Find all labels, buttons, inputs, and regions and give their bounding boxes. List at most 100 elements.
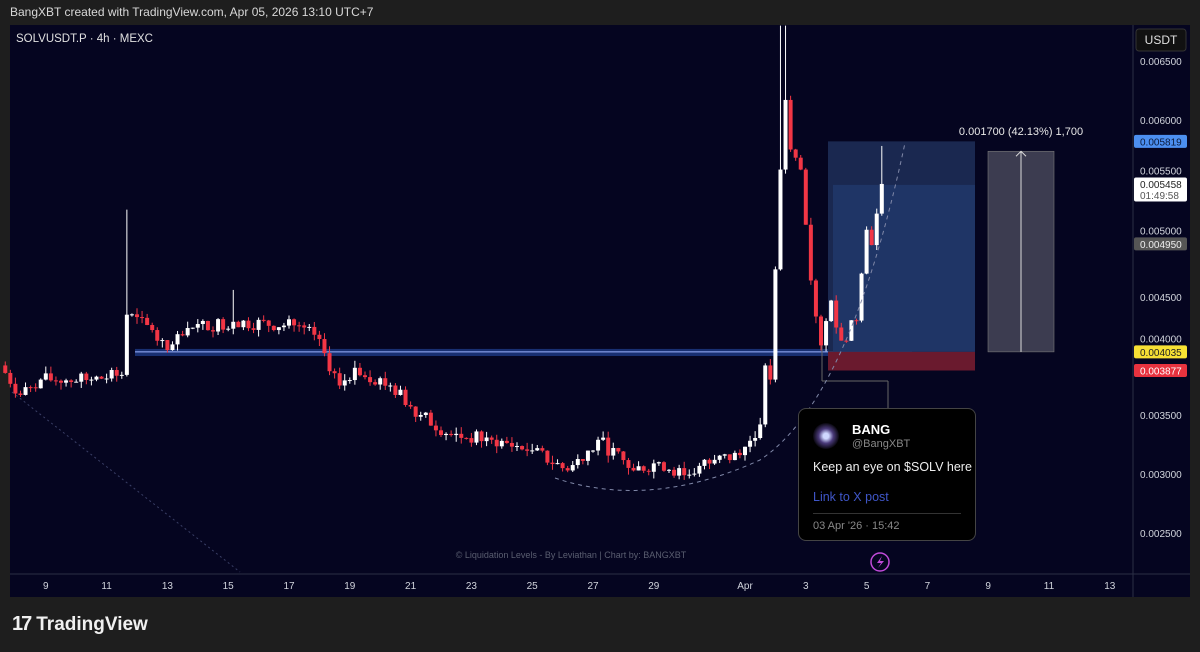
candle-bearish	[545, 450, 550, 463]
candle-bearish	[135, 314, 139, 318]
tweet-author: BANG	[852, 422, 891, 437]
candle-bearish	[540, 448, 545, 451]
candle-bullish	[109, 370, 114, 379]
candle-bullish	[515, 446, 519, 448]
price-label-badge	[1134, 177, 1187, 202]
measure-label: 0.001700 (42.13%) 1,700	[959, 126, 1083, 138]
candle-bearish	[525, 449, 530, 451]
tweet-link[interactable]: Link to X post	[813, 490, 889, 504]
candle-bullish	[535, 448, 540, 451]
candle-bullish	[753, 438, 758, 441]
candle-bearish	[844, 340, 849, 342]
candle-bullish	[748, 440, 753, 447]
candle-bullish	[778, 169, 783, 270]
candle-bearish	[808, 224, 813, 281]
x-tick-label: 25	[527, 581, 539, 592]
candle-bearish	[489, 437, 494, 440]
candle-bullish	[575, 459, 580, 466]
y-tick-label: 0.003000	[1140, 470, 1182, 481]
y-tick-label: 0.004500	[1140, 293, 1182, 304]
tweet-card[interactable]: BANG @BangXBT Keep an eye on $SOLV here …	[798, 408, 976, 541]
candle-bearish	[261, 319, 266, 321]
y-tick-label: 0.005500	[1140, 166, 1182, 177]
candle-bearish	[28, 387, 33, 389]
candle-bullish	[287, 319, 291, 326]
avatar	[813, 423, 839, 449]
candle-bearish	[464, 437, 469, 439]
candle-bullish	[687, 474, 692, 476]
tweet-handle: @BangXBT	[852, 438, 911, 450]
candle-bearish	[140, 317, 145, 319]
y-tick-label: 0.006000	[1140, 116, 1182, 127]
candle-bearish	[626, 460, 631, 468]
rounding-bottom-curve[interactable]	[554, 142, 906, 491]
candle-bullish	[342, 380, 347, 386]
candle-bearish	[322, 339, 327, 354]
candle-bearish	[205, 320, 210, 331]
candle-bullish	[423, 412, 428, 415]
candle-bullish	[722, 454, 727, 456]
candle-bullish	[783, 99, 788, 170]
candle-bearish	[550, 462, 555, 465]
candle-bearish	[459, 433, 464, 438]
candle-bearish	[266, 320, 271, 326]
countdown-label: 01:49:58	[1140, 191, 1179, 202]
candle-bearish	[661, 462, 666, 471]
candle-bullish	[74, 381, 79, 383]
candle-bearish	[606, 437, 611, 456]
candle-bullish	[849, 320, 854, 341]
candle-bullish	[763, 365, 768, 425]
candle-bearish	[69, 380, 74, 383]
candle-bearish	[565, 468, 570, 471]
tradingview-brand[interactable]: 17 TradingView	[12, 613, 148, 636]
candle-bullish	[874, 213, 879, 246]
candle-bullish	[702, 459, 707, 466]
price-label-value: 0.005819	[1140, 137, 1182, 148]
candle-bullish	[743, 446, 747, 456]
candle-bearish	[211, 330, 215, 332]
x-tick-label: 21	[405, 581, 417, 592]
candle-bearish	[3, 365, 8, 373]
candle-bearish	[788, 99, 793, 150]
x-tick-label: 13	[162, 581, 174, 592]
candle-bearish	[99, 376, 104, 379]
lightning-icon[interactable]	[870, 552, 890, 572]
candle-bullish	[276, 327, 281, 331]
candle-bearish	[155, 330, 160, 341]
candle-bearish	[393, 385, 398, 395]
candle-bullish	[636, 466, 641, 471]
x-tick-label: 15	[223, 581, 235, 592]
symbol-label: SOLVUSDT.P · 4h · MEXC	[16, 33, 153, 45]
candle-bearish	[8, 372, 13, 384]
candle-bullish	[226, 328, 231, 330]
candle-bearish	[165, 340, 170, 351]
candle-bullish	[94, 376, 99, 380]
tradingview-logo-icon: 17	[12, 613, 32, 635]
candle-bullish	[89, 379, 94, 381]
candle-bearish	[580, 459, 585, 461]
currency-label: USDT	[1145, 33, 1178, 47]
candle-bearish	[145, 317, 150, 325]
candle-bullish	[499, 440, 504, 447]
candle-bullish	[651, 463, 656, 472]
price-label-value: 0.003877	[1140, 367, 1182, 378]
candle-bullish	[879, 183, 884, 214]
stop-zone[interactable]	[828, 351, 975, 371]
trend-line[interactable]	[11, 391, 241, 573]
candle-bearish	[114, 370, 119, 376]
y-tick-label: 0.002500	[1140, 529, 1182, 540]
candle-bearish	[469, 438, 474, 443]
candle-bearish	[368, 377, 373, 383]
candle-bearish	[408, 405, 413, 407]
candle-bullish	[732, 452, 737, 461]
candle-bullish	[712, 459, 717, 464]
x-tick-label: 9	[985, 581, 991, 592]
candle-bearish	[84, 373, 89, 381]
x-tick-label: 9	[43, 581, 49, 592]
candle-bearish	[292, 319, 297, 326]
watermark: © Liquidation Levels - By Leviathan | Ch…	[456, 550, 687, 560]
candle-bullish	[484, 437, 489, 442]
x-tick-label: 3	[803, 581, 809, 592]
currency-button[interactable]	[1135, 28, 1187, 52]
